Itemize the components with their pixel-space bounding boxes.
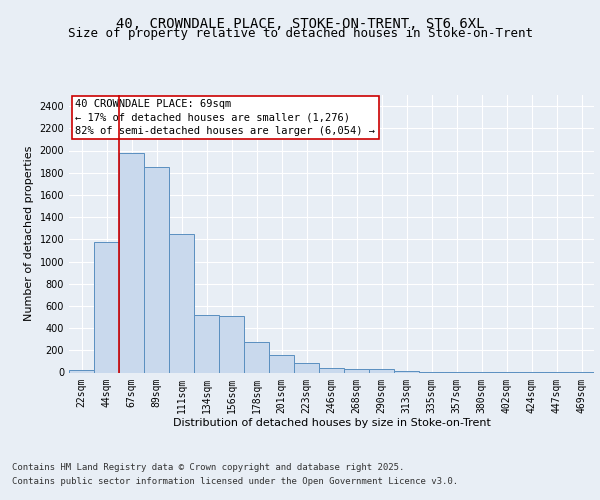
Y-axis label: Number of detached properties: Number of detached properties [24, 146, 34, 322]
Text: Contains HM Land Registry data © Crown copyright and database right 2025.: Contains HM Land Registry data © Crown c… [12, 464, 404, 472]
Bar [94, 242, 119, 372]
Text: Size of property relative to detached houses in Stoke-on-Trent: Size of property relative to detached ho… [67, 28, 533, 40]
Bar [144, 166, 169, 372]
Bar [219, 316, 244, 372]
Text: 40, CROWNDALE PLACE, STOKE-ON-TRENT, ST6 6XL: 40, CROWNDALE PLACE, STOKE-ON-TRENT, ST6… [116, 18, 484, 32]
Bar [369, 370, 394, 372]
Bar [194, 316, 219, 372]
Bar [344, 369, 369, 372]
Bar [319, 368, 344, 372]
Bar [169, 234, 194, 372]
Text: Contains public sector information licensed under the Open Government Licence v3: Contains public sector information licen… [12, 477, 458, 486]
Text: 40 CROWNDALE PLACE: 69sqm
← 17% of detached houses are smaller (1,276)
82% of se: 40 CROWNDALE PLACE: 69sqm ← 17% of detac… [76, 99, 376, 136]
Bar [294, 363, 319, 372]
Bar [269, 356, 294, 372]
Bar [69, 370, 94, 372]
X-axis label: Distribution of detached houses by size in Stoke-on-Trent: Distribution of detached houses by size … [173, 418, 490, 428]
Bar [119, 152, 144, 372]
Bar [244, 342, 269, 372]
